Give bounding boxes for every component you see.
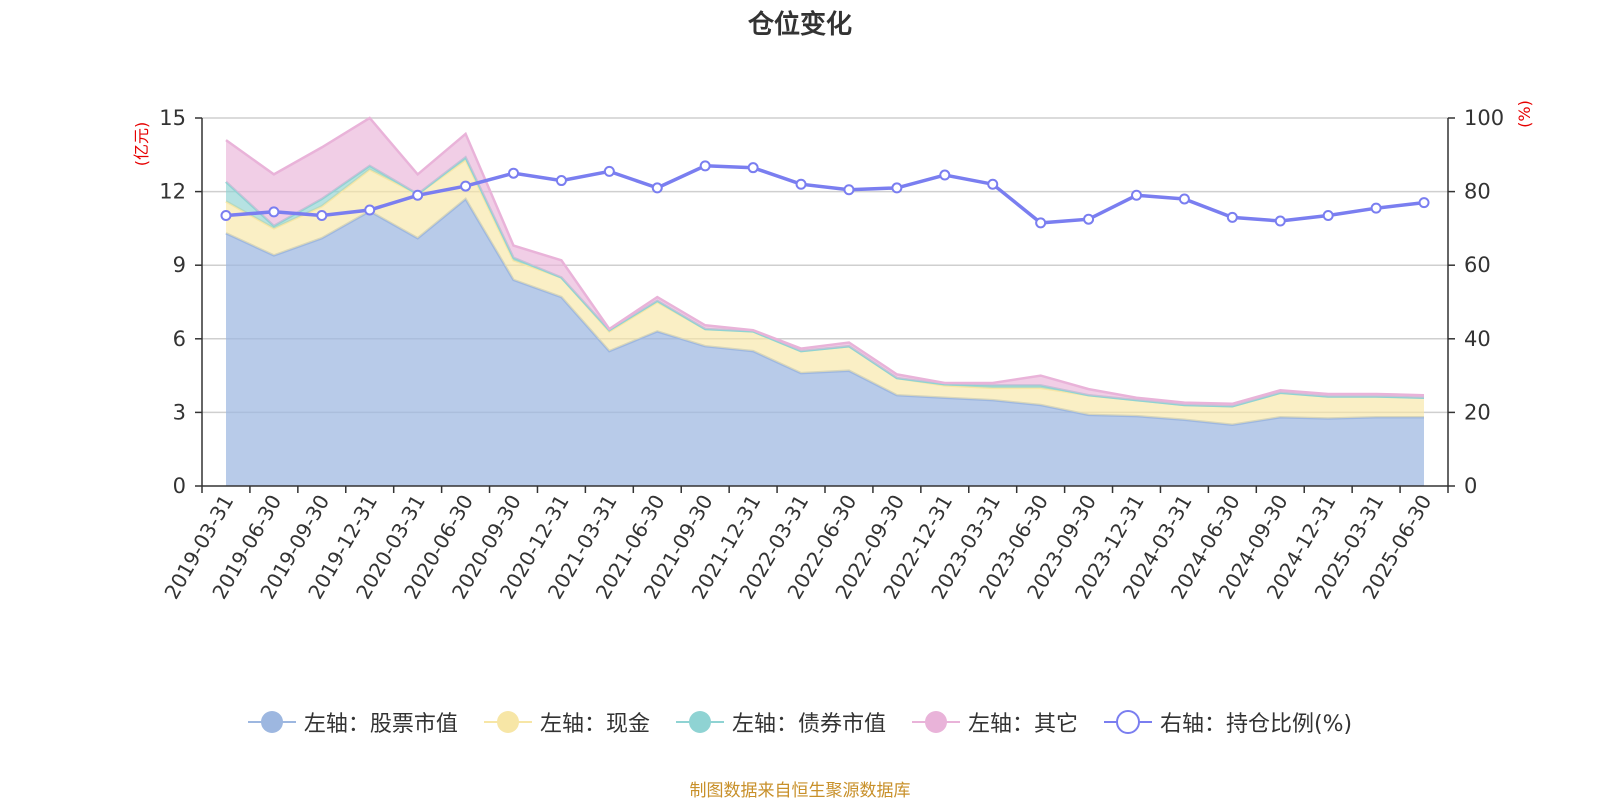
ratio-point (939, 169, 951, 181)
legend-label: 左轴：现金 (539, 712, 650, 737)
y-right-tick-label: 0 (1464, 474, 1477, 498)
legend-label: 左轴：股票市值 (303, 712, 458, 737)
area-1 (226, 199, 1424, 486)
ratio-point (987, 178, 999, 190)
ratio-point (460, 180, 472, 192)
legend-label: 左轴：其它 (967, 712, 1078, 737)
source-note: 制图数据来自恒生聚源数据库 (689, 781, 911, 801)
ratio-point (699, 160, 711, 172)
legend-hollow-circle-icon (1103, 710, 1152, 734)
ratio-point (555, 175, 567, 187)
ratio-point (843, 184, 855, 196)
ratio-point (1370, 202, 1382, 214)
ratio-point (1178, 193, 1190, 205)
legend-circle-icon (483, 711, 532, 733)
y-right-tick-label: 20 (1464, 400, 1491, 424)
ratio-point (603, 165, 615, 177)
y-right-tick-label: 100 (1464, 106, 1504, 130)
legend-circle-icon (675, 711, 724, 733)
legend-label: 右轴：持仓比例(%) (1159, 712, 1353, 737)
legend-item[interactable]: 左轴：债券市值 (675, 706, 886, 738)
ratio-point (364, 204, 376, 216)
ratio-point (220, 210, 232, 222)
ratio-point (1418, 197, 1430, 209)
ratio-point (316, 210, 328, 222)
y-left-tick-label: 9 (173, 253, 186, 277)
area-series (225, 116, 1425, 486)
ratio-point (1035, 217, 1047, 229)
ratio-point (747, 162, 759, 174)
y-right-tick-label: 40 (1464, 327, 1491, 351)
ratio-point (891, 182, 903, 194)
y-left-tick-label: 15 (159, 106, 186, 130)
ratio-point (268, 206, 280, 218)
area-2 (226, 159, 1424, 425)
ratio-point (412, 189, 424, 201)
y-left-tick-label: 6 (173, 327, 186, 351)
ratio-line (225, 164, 1425, 225)
y-right-tick-label: 60 (1464, 253, 1491, 277)
ratio-point (1131, 189, 1142, 201)
chart-title: 仓位变化 (747, 10, 852, 40)
ratio-point (795, 178, 807, 190)
legend: 左轴：股票市值 左轴：现金 左轴：债券市值 左轴：其它 右轴：持仓比例(%) (0, 706, 1600, 738)
y-right-unit: (%) (1515, 100, 1534, 128)
legend-item[interactable]: 右轴：持仓比例(%) (1103, 706, 1353, 738)
y-left-tick-label: 3 (173, 400, 186, 424)
y-left-tick-label: 12 (159, 180, 186, 204)
legend-item[interactable]: 左轴：现金 (483, 706, 650, 738)
legend-circle-icon (911, 711, 960, 733)
ratio-point (651, 182, 663, 194)
area-edge-4 (225, 116, 1425, 406)
ratio-point (1322, 210, 1334, 222)
ratio-line-series (220, 160, 1430, 229)
y-left-unit: (亿元) (132, 122, 151, 167)
axes (195, 117, 1455, 493)
y-left-tick-label: 0 (173, 474, 186, 498)
area-4 (226, 118, 1424, 407)
legend-circle-icon (247, 711, 296, 733)
y-right-tick-label: 80 (1464, 180, 1491, 204)
legend-item[interactable]: 左轴：股票市值 (247, 706, 458, 738)
ratio-point (1274, 215, 1286, 227)
ratio-point (1083, 213, 1095, 225)
ratio-point (508, 167, 519, 179)
legend-item[interactable]: 左轴：其它 (911, 706, 1078, 738)
legend-label: 左轴：债券市值 (731, 712, 886, 737)
ratio-point (1226, 211, 1238, 223)
